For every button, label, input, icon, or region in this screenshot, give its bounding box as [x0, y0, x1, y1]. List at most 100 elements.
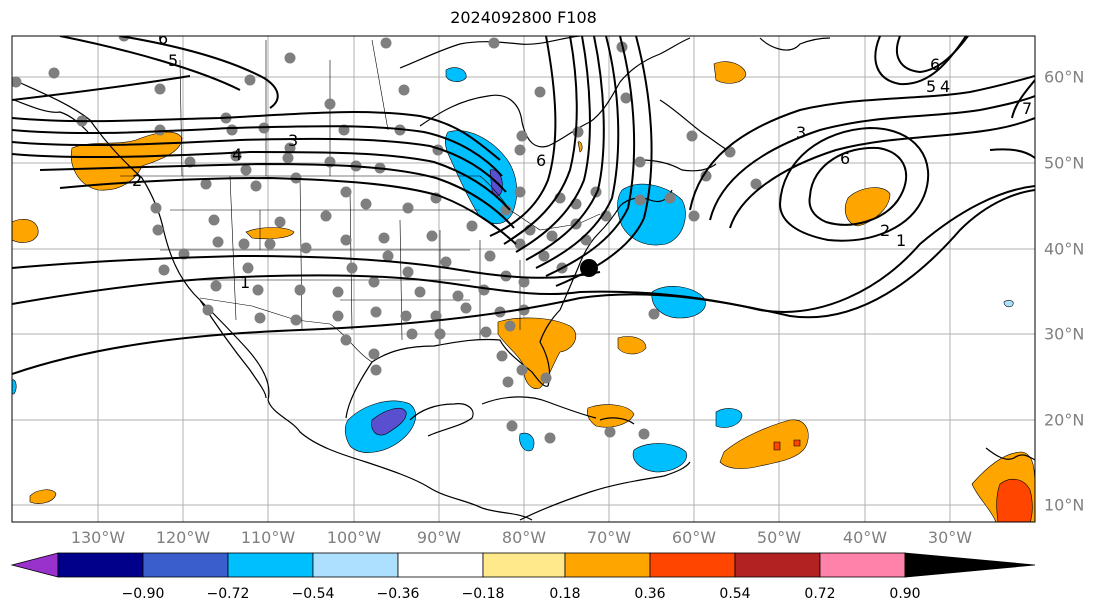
- colorbar-tick-label: 0.18: [549, 586, 581, 602]
- anomaly-orange-labrador: [713, 61, 747, 84]
- colorbar-segment: [819, 552, 906, 578]
- anomaly-blue-atlantic-south: [715, 408, 743, 428]
- contour-label: 3: [288, 131, 298, 150]
- contour-west-2: [12, 125, 503, 177]
- anomaly-blue-far-west: [12, 379, 17, 395]
- contour-upper-left-2: [59, 36, 241, 91]
- lon-label: 80°W: [501, 528, 547, 547]
- lat-label: 60°N: [1044, 67, 1085, 87]
- contour-west-1: [12, 111, 501, 161]
- contour-ne-4: [989, 148, 1035, 159]
- colorbar-tick-label: 0.72: [804, 586, 836, 602]
- colorbar-tick-label: −0.72: [206, 586, 250, 602]
- colorbar-segment: [227, 552, 314, 578]
- lon-label: 100°W: [326, 528, 382, 547]
- coast-pacific: [13, 79, 533, 521]
- contour-zero: [12, 189, 1035, 375]
- anomaly-orange-tropical-atlantic: [719, 419, 809, 469]
- contour-label: 2: [880, 221, 890, 240]
- coast-yucatan: [409, 403, 474, 437]
- contour-trough-7: [489, 36, 557, 237]
- contour-ne-3: [1011, 79, 1035, 119]
- contour-label: 6: [930, 55, 940, 74]
- lon-label: 120°W: [155, 528, 211, 547]
- border-canada-provinces: [179, 39, 389, 177]
- anomaly-blue-canada-north: [445, 67, 467, 82]
- anomaly-orange-antilles: [586, 404, 635, 428]
- contour-one: [12, 185, 1035, 313]
- coast-south-america: [519, 461, 691, 521]
- coast-canada-north: [399, 36, 581, 69]
- anomaly-orange-rockies: [245, 227, 295, 240]
- contour-label: 3: [796, 123, 806, 142]
- contour-label: 6: [536, 151, 546, 170]
- anomaly-orange-atlantic-north: [845, 187, 891, 227]
- contour-label: 5: [168, 51, 178, 70]
- contour-label: 5: [926, 77, 936, 96]
- anomaly-blue-caribbean: [632, 443, 687, 473]
- contour-label: 2: [132, 171, 142, 190]
- anomaly-blue-far-east: [1003, 300, 1014, 308]
- contour-label: 6: [840, 149, 850, 168]
- lat-label: 30°N: [1044, 324, 1085, 344]
- map-frame: [11, 35, 1036, 523]
- coast-hispaniola: [599, 417, 635, 425]
- contour-trough-1: [503, 36, 578, 245]
- coast-hudson: [419, 94, 591, 148]
- contour-high-inner: [729, 117, 1035, 229]
- lat-label: 10°N: [1044, 495, 1085, 515]
- coast-greenland: [759, 37, 831, 51]
- map-title: 2024092800 F108: [450, 8, 597, 27]
- colorbar-tick-label: −0.18: [461, 586, 505, 602]
- contour-label: 7: [1022, 99, 1032, 118]
- lon-label: 130°W: [70, 528, 126, 547]
- contour-label: 6: [158, 29, 168, 48]
- anomaly-blue-cuba: [519, 432, 535, 452]
- anomaly-red-tropical-a: [773, 441, 781, 451]
- colorbar-segment: [142, 552, 229, 578]
- lon-label: 40°W: [842, 528, 888, 547]
- anomaly-orange-west-edge: [12, 219, 39, 243]
- lat-label: 20°N: [1044, 410, 1085, 430]
- anomaly-orange-pacific-south: [29, 489, 57, 504]
- contour-upper-left: [119, 36, 279, 109]
- colorbar-tick-label: −0.36: [376, 586, 420, 602]
- coast-africa: [985, 447, 1035, 461]
- colorbar-segment: [57, 552, 144, 578]
- contour-upper-left-3: [12, 75, 191, 101]
- anomaly-orange-quebec-small: [577, 141, 583, 153]
- colorbar-segment: [482, 552, 566, 578]
- contour-ne-2: [895, 36, 969, 74]
- anomaly-blue-great-lakes: [444, 130, 518, 225]
- lon-label: 30°W: [927, 528, 973, 547]
- colorbar-tick-label: −0.54: [291, 586, 335, 602]
- contour-trough-3: [525, 36, 605, 261]
- colorbar-under: [10, 552, 59, 578]
- lon-label: 110°W: [240, 528, 296, 547]
- colorbar-segment: [564, 552, 651, 578]
- anomaly-orange-atlantic-mid: [617, 336, 647, 355]
- colorbar-tick-label: 0.36: [634, 586, 666, 602]
- colorbar-tick-label: 0.54: [719, 586, 751, 602]
- anomaly-purple-mexico: [371, 408, 407, 436]
- anomaly-red-tropical-b: [793, 439, 801, 447]
- colorbar-segment: [649, 552, 736, 578]
- contour-label: 4: [232, 145, 242, 164]
- anomaly-orange-pacific-nw: [70, 131, 183, 191]
- contour-west-6: [59, 176, 517, 245]
- contour-high-ring: [778, 126, 930, 242]
- colorbar-tick-label: −0.90: [121, 586, 165, 602]
- lon-label: 50°W: [756, 528, 802, 547]
- contour-label: 1: [240, 273, 250, 292]
- coast-baja: [199, 299, 267, 399]
- location-marker: [580, 259, 598, 277]
- contour-label-group: 5 4 3 2 1 6 6 5 4 3 6 2 1 6 7: [132, 29, 1032, 292]
- contour-high-outer: [689, 75, 1035, 211]
- contour-low-west: [12, 254, 601, 279]
- contour-high-center: [808, 146, 908, 226]
- contour-west-3: [12, 137, 507, 193]
- contour-label: 4: [940, 77, 950, 96]
- lat-label: 40°N: [1044, 239, 1085, 259]
- colorbar-segment: [397, 552, 484, 578]
- lon-label: 60°W: [671, 528, 717, 547]
